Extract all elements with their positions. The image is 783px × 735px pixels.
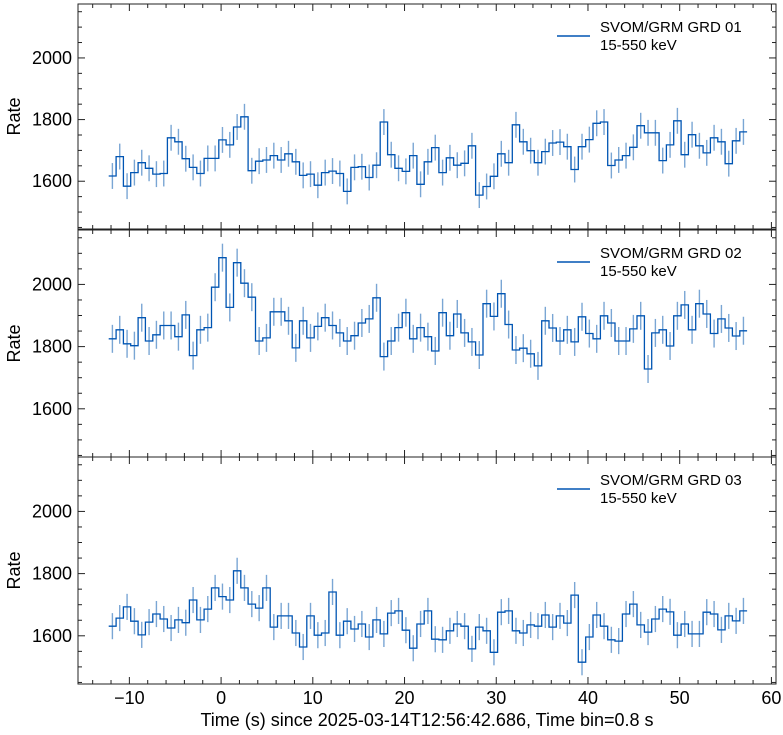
x-tick-label: 20 bbox=[395, 688, 415, 708]
y-axis-label: Rate bbox=[4, 324, 24, 362]
x-tick-label: −10 bbox=[114, 688, 145, 708]
axes-frame bbox=[77, 3, 777, 230]
x-tick-label: 50 bbox=[670, 688, 690, 708]
y-tick-label: 2000 bbox=[32, 48, 72, 68]
y-axis-label: Rate bbox=[4, 551, 24, 589]
rate-step-line bbox=[108, 116, 748, 196]
y-tick-label: 1800 bbox=[32, 564, 72, 584]
x-tick-label: 0 bbox=[216, 688, 226, 708]
rate-step-line bbox=[108, 257, 748, 370]
x-axis-label: Time (s) since 2025-03-14T12:56:42.686, … bbox=[200, 710, 653, 730]
x-tick-label: 60 bbox=[761, 688, 781, 708]
legend-energy-band: 15-550 keV bbox=[600, 263, 677, 280]
y-tick-label: 1600 bbox=[32, 399, 72, 419]
y-tick-label: 2000 bbox=[32, 274, 72, 294]
x-tick-label: 30 bbox=[486, 688, 506, 708]
legend-detector-name: SVOM/GRM GRD 02 bbox=[600, 245, 742, 262]
legend-detector-name: SVOM/GRM GRD 03 bbox=[600, 472, 742, 489]
legend-energy-band: 15-550 keV bbox=[600, 37, 677, 54]
x-tick-label: 10 bbox=[303, 688, 323, 708]
y-tick-label: 1600 bbox=[32, 171, 72, 191]
y-tick-label: 2000 bbox=[32, 501, 72, 521]
y-tick-label: 1600 bbox=[32, 626, 72, 646]
axes-frame bbox=[77, 456, 777, 685]
y-tick-label: 1800 bbox=[32, 337, 72, 357]
legend-detector-name: SVOM/GRM GRD 01 bbox=[600, 19, 742, 36]
x-tick-label: 40 bbox=[578, 688, 598, 708]
rate-step-line bbox=[108, 570, 748, 663]
y-tick-label: 1800 bbox=[32, 110, 72, 130]
y-axis-label: Rate bbox=[4, 97, 24, 135]
legend-energy-band: 15-550 keV bbox=[600, 490, 677, 507]
